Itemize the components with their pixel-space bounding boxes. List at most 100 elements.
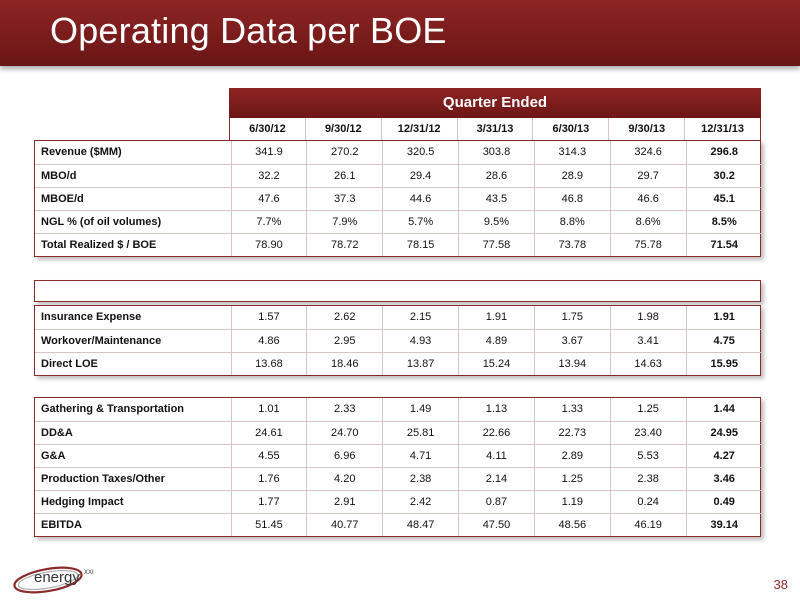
table-cell: 26.1	[306, 163, 383, 187]
energy-xxi-logo: energy XXI	[13, 566, 94, 594]
table-cell: 2.38	[382, 466, 459, 490]
table-cell: 46.19	[609, 512, 687, 536]
table-cell: 1.19	[533, 489, 611, 513]
table-cell: 1.91	[458, 306, 535, 329]
table-cell: 13.94	[533, 351, 611, 375]
table-cell: 13.68	[230, 351, 307, 375]
logo-superscript: XXI	[84, 570, 94, 576]
table-cell: 13.87	[382, 351, 459, 375]
date-header-cell: 12/31/13	[684, 118, 760, 140]
table-cell: 2.42	[382, 489, 459, 513]
table-cell: 0.49	[685, 489, 762, 513]
title-bar: Operating Data per BOE	[0, 0, 800, 66]
table-row: G&A 4.55 6.96 4.71 4.11 2.89 5.53 4.27	[35, 443, 762, 467]
row-label: MBOE/d	[35, 186, 231, 210]
row-label: Revenue ($MM)	[41, 146, 122, 159]
date-header-cell: 6/30/12	[249, 123, 286, 135]
page-title: Operating Data per BOE	[50, 10, 447, 51]
table-cell: 2.33	[306, 398, 383, 421]
table-cell: 6.96	[306, 443, 383, 467]
table-cell: 5.7%	[382, 209, 459, 233]
date-header-cell: 6/30/13	[532, 118, 608, 140]
table-cell: 4.93	[382, 328, 459, 352]
table-cell: 15.95	[685, 351, 762, 375]
table-cell: 1.44	[685, 398, 762, 421]
table-cell: 9.5%	[458, 209, 535, 233]
date-header-cell: 9/30/13	[608, 118, 684, 140]
date-header-cell: 3/31/13	[456, 118, 533, 140]
table-cell: 78.90	[230, 232, 307, 256]
table-cell: 2.38	[609, 466, 687, 490]
table-cell: 2.91	[306, 489, 383, 513]
table-row: Workover/Maintenance 4.86 2.95 4.93 4.89 3.67…	[35, 328, 762, 352]
table-cell: 0.24	[609, 489, 687, 513]
table-row: Revenue ($MM) 341.9 270.2 320.5 303.8 314.3 32…	[35, 141, 762, 164]
revenue-volume-table: Revenue ($MM) 341.9 270.2 320.5 303.8 314.3 32…	[34, 140, 762, 257]
blank-section-header	[34, 280, 761, 302]
table-cell: 29.7	[609, 163, 687, 187]
table-cell: 40.77	[306, 512, 383, 536]
table-cell: 4.86	[230, 328, 307, 352]
table-cell: 43.5	[458, 186, 535, 210]
table-cell: 8.5%	[685, 209, 762, 233]
table-cell: 1.01	[230, 398, 307, 421]
table-cell: 4.75	[685, 328, 762, 352]
table-cell: 296.8	[685, 141, 762, 164]
table-cell: 2.89	[533, 443, 611, 467]
table-cell: 24.70	[306, 420, 383, 444]
row-label: NGL % (of oil volumes)	[35, 209, 231, 233]
table-cell: 73.78	[533, 232, 611, 256]
table-cell: 1.25	[609, 398, 687, 421]
table-cell: 39.14	[685, 512, 762, 536]
table-cell: 4.89	[458, 328, 535, 352]
table-cell: 22.73	[533, 420, 611, 444]
table-cell: 24.61	[230, 420, 307, 444]
table-cell: 324.6	[609, 141, 687, 164]
table-cell: 270.2	[306, 141, 383, 164]
table-cell: 4.71	[382, 443, 459, 467]
page-number: 38	[773, 577, 788, 592]
table-cell: 48.47	[382, 512, 459, 536]
table-cell: 1.33	[533, 398, 611, 421]
table-cell: 77.58	[458, 232, 535, 256]
table-cell: 2.15	[382, 306, 459, 329]
table-cell: 4.20	[306, 466, 383, 490]
table-cell: 22.66	[458, 420, 535, 444]
table-cell: 320.5	[382, 141, 459, 164]
row-label: MBO/d	[35, 163, 231, 187]
table-row: DD&A 24.61 24.70 25.81 22.66 22.73 23.40 24.95	[35, 420, 762, 444]
table-cell: 7.9%	[306, 209, 383, 233]
operating-cost-table: Insurance Expense 1.57 2.62 2.15 1.91 1.75 1.9…	[34, 305, 762, 376]
table-row: MBOE/d 47.6 37.3 44.6 43.5 46.8 46.6 45.1	[35, 186, 762, 210]
table-cell: 46.8	[533, 186, 611, 210]
table-row: Gathering & Transportation 1.01 2.33 1.49 1.…	[35, 398, 762, 421]
table-cell: 47.50	[458, 512, 535, 536]
row-label: DD&A	[35, 420, 231, 444]
table-row: EBITDA 51.45 40.77 48.47 47.50 48.56 46.19 39.1…	[35, 512, 762, 536]
table-cell: 341.9	[230, 141, 307, 164]
table-cell: 2.14	[458, 466, 535, 490]
table-cell: 15.24	[458, 351, 535, 375]
table-cell: 25.81	[382, 420, 459, 444]
table-cell: 48.56	[533, 512, 611, 536]
quarter-ended-header: Quarter Ended	[229, 88, 761, 118]
table-cell: 75.78	[609, 232, 687, 256]
table-cell: 4.27	[685, 443, 762, 467]
table-row: Production Taxes/Other 1.76 4.20 2.38 2.14 1.…	[35, 466, 762, 490]
table-cell: 1.98	[609, 306, 687, 329]
table-cell: 1.49	[382, 398, 459, 421]
table-cell: 37.3	[306, 186, 383, 210]
table-cell: 1.75	[533, 306, 611, 329]
date-header-cell: 12/31/12	[380, 118, 457, 140]
table-cell: 8.8%	[533, 209, 611, 233]
table-cell: 3.46	[685, 466, 762, 490]
table-cell: 30.2	[685, 163, 762, 187]
table-cell: 47.6	[230, 186, 307, 210]
table-cell: 28.9	[533, 163, 611, 187]
table-row: NGL % (of oil volumes) 7.7% 7.9% 5.7% 9.5% 8.…	[35, 209, 762, 233]
table-cell: 23.40	[609, 420, 687, 444]
table-cell: 303.8	[458, 141, 535, 164]
table-cell: 1.25	[533, 466, 611, 490]
table-row: MBO/d 32.2 26.1 29.4 28.6 28.9 29.7 30.2	[35, 163, 762, 187]
table-cell: 18.46	[306, 351, 383, 375]
